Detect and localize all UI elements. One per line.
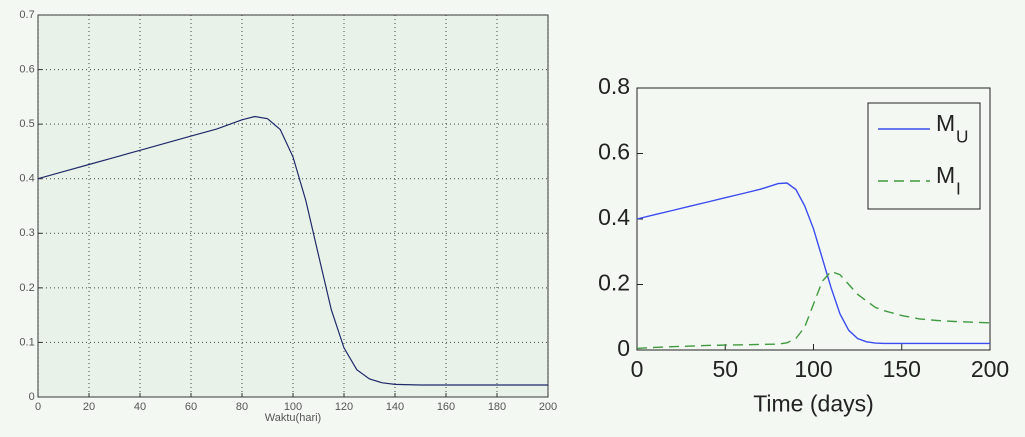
page: {"chart_data": [ {"type": "line", "x": […: [0, 0, 1025, 437]
x-tick-label: 80: [236, 401, 248, 413]
y-tick-label: 0.2: [598, 270, 630, 296]
legend-label: M: [936, 110, 955, 136]
legend-box: [868, 103, 980, 209]
y-tick-label: 0: [29, 391, 35, 403]
y-tick-label: 0.3: [19, 227, 34, 239]
x-tick-label: 50: [712, 356, 738, 382]
legend-label: M: [936, 162, 955, 188]
x-tick-label: 20: [83, 401, 95, 413]
y-tick-label: 0.8: [598, 73, 630, 99]
x-axis-label: Time (days): [753, 390, 874, 416]
y-tick-label: 0.4: [19, 173, 34, 185]
y-tick-label: 0.2: [19, 282, 34, 294]
y-tick-label: 0.6: [598, 139, 630, 165]
x-tick-label: 180: [488, 401, 506, 413]
x-tick-label: 160: [437, 401, 455, 413]
x-tick-label: 140: [386, 401, 404, 413]
legend-subscript: U: [956, 127, 968, 147]
y-tick-label: 0.6: [19, 63, 34, 75]
x-tick-label: 0: [631, 356, 644, 382]
x-tick-label: 200: [971, 356, 1009, 382]
x-tick-label: 200: [539, 401, 557, 413]
x-tick-label: 0: [35, 401, 41, 413]
y-tick-label: 0.5: [19, 118, 34, 130]
y-tick-label: 0.4: [598, 204, 630, 230]
y-tick-label: 0: [617, 335, 630, 361]
y-tick-label: 0.1: [19, 336, 34, 348]
series-line: [637, 271, 990, 348]
x-tick-label: 120: [335, 401, 353, 413]
x-tick-label: 40: [134, 401, 146, 413]
x-tick-label: 60: [185, 401, 197, 413]
x-axis-label: Waktu(hari): [265, 412, 321, 424]
y-tick-label: 0.7: [19, 9, 34, 21]
x-tick-label: 150: [883, 356, 921, 382]
figure: 0 20 40 60 80 100 120 140 160 180 200 0 0.1 0.2 0.3 0.4…: [0, 0, 1025, 437]
legend-subscript: I: [956, 179, 961, 199]
x-tick-label: 100: [794, 356, 832, 382]
